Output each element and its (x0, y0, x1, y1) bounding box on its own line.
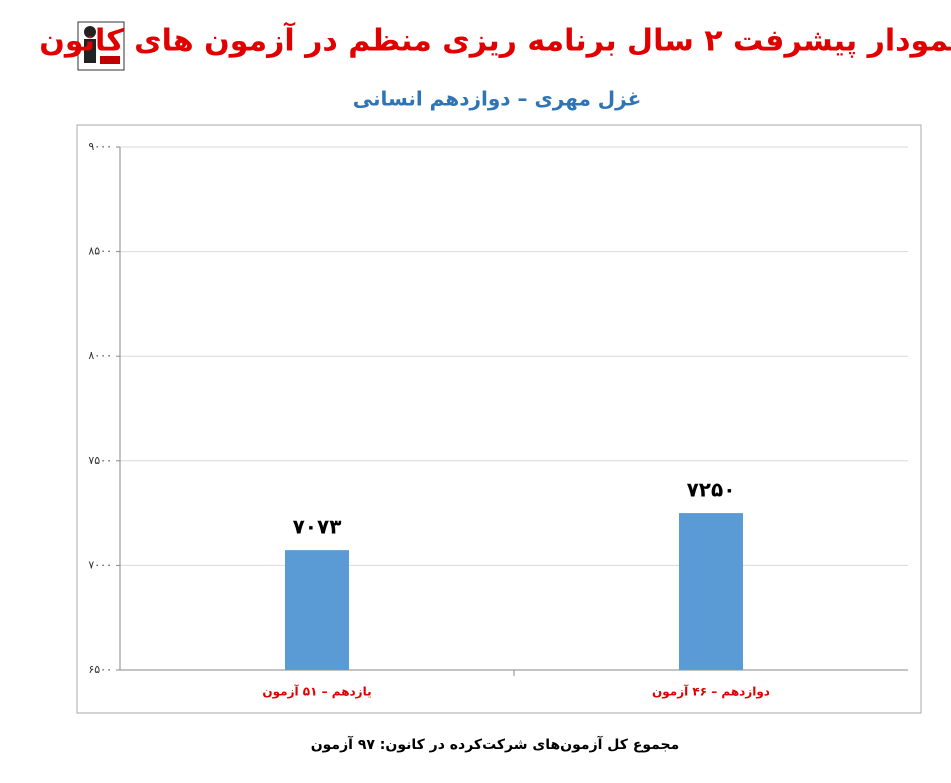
y-tick-label: ۶۵۰۰ (88, 663, 112, 676)
y-tick-label: ۹۰۰۰ (88, 140, 112, 153)
data-label: ۷۲۵۰ (687, 478, 736, 502)
y-tick-label: ۷۵۰۰ (88, 454, 112, 467)
chart-frame (76, 124, 922, 714)
footnote: مجموع کل آزمون‌های شرکت‌کرده در کانون: ۹… (311, 735, 680, 753)
y-tick-label: ۸۰۰۰ (88, 349, 112, 362)
x-tick-label: دوازدهم – ۴۶ آزمون (652, 684, 770, 700)
y-tick-label: ۸۵۰۰ (88, 245, 112, 258)
chart-subtitle: غزل مهری – دوازدهم انسانی (353, 87, 642, 111)
y-tick-label: ۷۰۰۰ (88, 558, 112, 571)
bar (679, 513, 743, 670)
logo (77, 21, 125, 71)
x-tick-label: یازدهم – ۵۱ آزمون (262, 684, 371, 700)
bar (285, 550, 349, 670)
data-label: ۷۰۷۳ (293, 515, 342, 539)
chart-title: نمودار پیشرفت ۲ سال برنامه ریزی منظم در … (39, 22, 951, 59)
